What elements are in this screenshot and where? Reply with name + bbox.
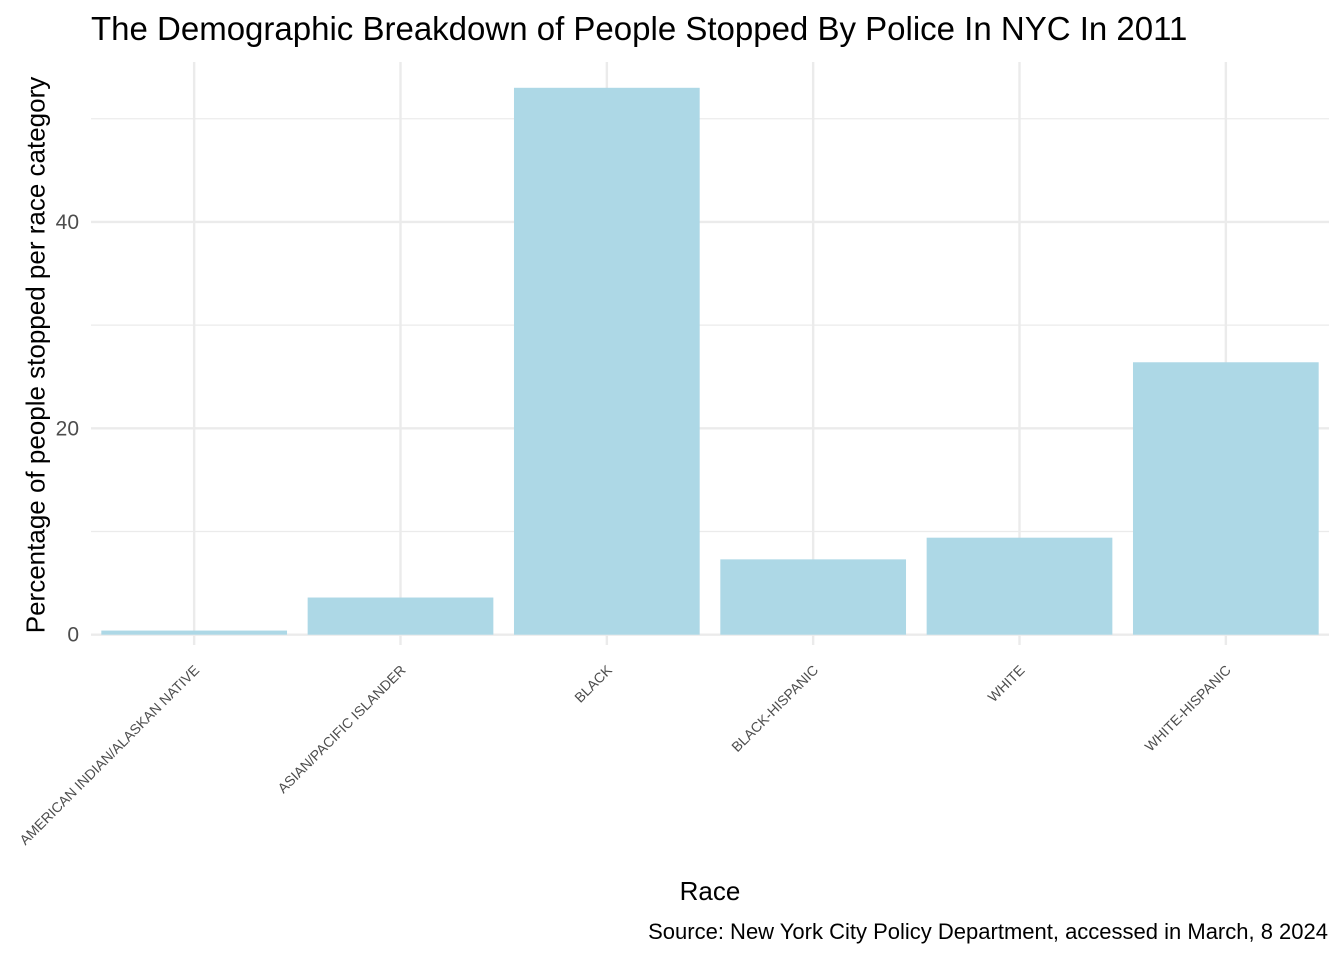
- x-tick-label: BLACK: [571, 661, 615, 705]
- bar-white: [926, 537, 1113, 635]
- x-axis-ticks: AMERICAN INDIAN/ALASKAN NATIVE ASIAN/PACI…: [16, 661, 1234, 848]
- y-tick-label: 20: [56, 417, 79, 440]
- bars: [101, 87, 1319, 635]
- y-tick-label: 40: [56, 211, 79, 234]
- x-tick-label: AMERICAN INDIAN/ALASKAN NATIVE: [16, 662, 202, 848]
- y-axis-title: Percentage of people stopped per race ca…: [20, 76, 51, 634]
- y-axis-ticks: 0 20 40: [56, 211, 79, 647]
- x-axis-title: Race: [679, 876, 741, 906]
- source-caption: Source: New York City Policy Department,…: [648, 919, 1328, 944]
- x-tick-label: ASIAN/PACIFIC ISLANDER: [274, 662, 408, 796]
- chart-title: The Demographic Breakdown of People Stop…: [91, 10, 1188, 47]
- bar-asian-pacific-islander: [307, 597, 494, 635]
- bar-black: [513, 87, 700, 635]
- x-tick-label: BLACK-HISPANIC: [728, 662, 821, 755]
- x-tick-label: WHITE: [984, 662, 1027, 705]
- x-tick-label: WHITE-HISPANIC: [1141, 662, 1234, 755]
- y-tick-label: 0: [67, 624, 79, 647]
- bar-american-indian-alaskan-native: [101, 630, 288, 635]
- bar-black-hispanic: [720, 559, 907, 635]
- bar-white-hispanic: [1132, 362, 1319, 635]
